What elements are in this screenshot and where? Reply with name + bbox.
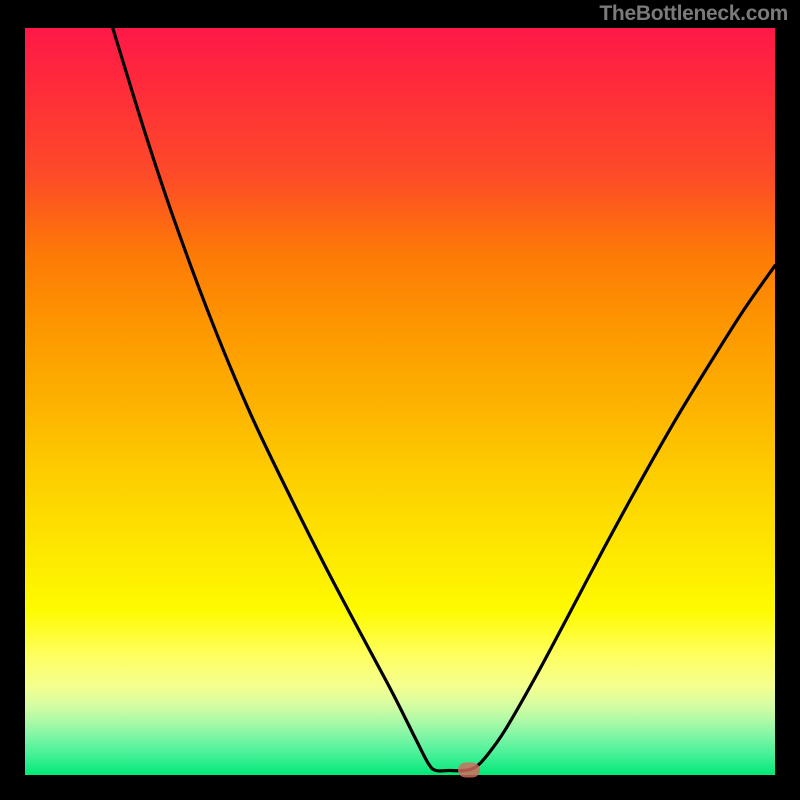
watermark-text: TheBottleneck.com <box>599 2 788 26</box>
optimal-point-marker <box>458 762 480 777</box>
chart-container: TheBottleneck.com <box>0 0 800 800</box>
plot-area <box>25 28 775 775</box>
gradient-background <box>25 28 775 775</box>
